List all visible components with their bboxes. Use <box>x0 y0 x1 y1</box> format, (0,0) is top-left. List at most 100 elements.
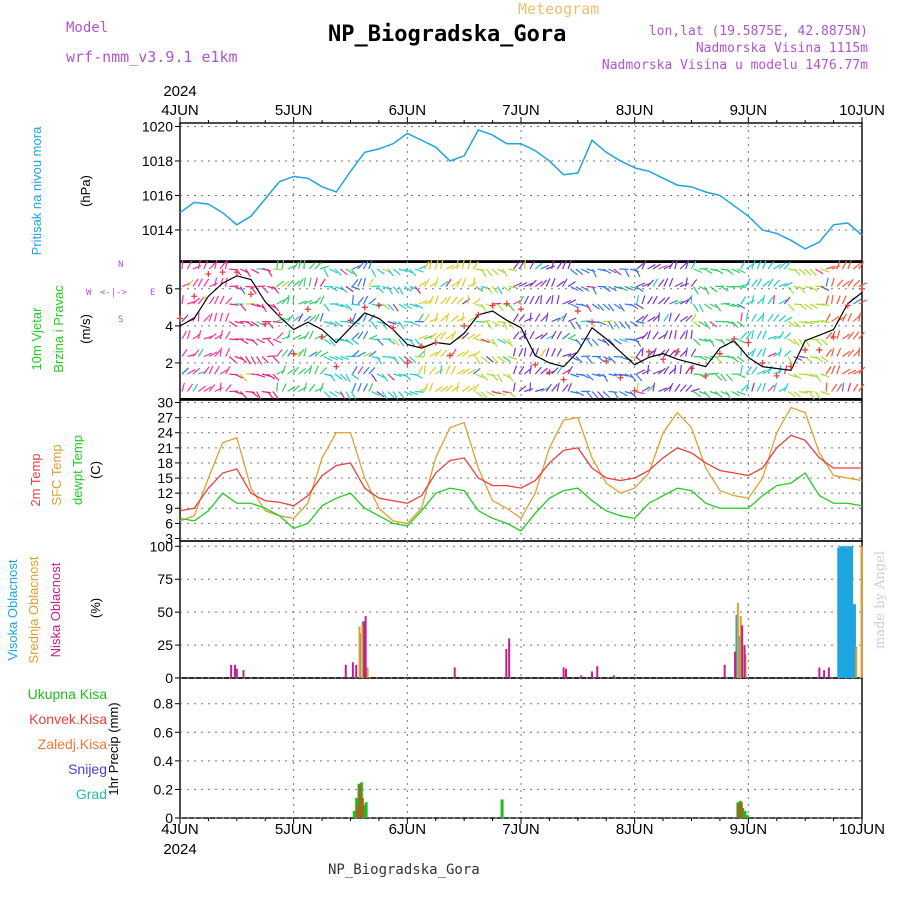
cloud-bar <box>823 670 826 678</box>
footer-station: NP_Biogradska_Gora <box>328 862 480 878</box>
wind-gust-point <box>731 335 738 342</box>
precip-bar <box>360 798 364 818</box>
y-tick-label: 30 <box>157 395 173 411</box>
y-tick-label: 1020 <box>142 118 173 134</box>
precip-bar <box>737 803 741 818</box>
model-elevation-label: Nadmorska Visina u modelu 1476.77m <box>601 58 868 73</box>
x-tick-top: 6JUN <box>389 102 427 119</box>
high-cloud-label: Visoka Oblacnost <box>5 559 20 661</box>
cloud-bar <box>734 651 737 678</box>
wind-gust-point <box>574 308 581 315</box>
cloud-bar <box>739 616 742 678</box>
pressure-label: Pritisak na nivou mora <box>29 126 44 256</box>
legend-snow: Snijeg <box>68 761 107 777</box>
cloud-bar <box>508 638 511 678</box>
y-tick-label: 0 <box>165 670 173 686</box>
cloud-bar <box>827 667 830 678</box>
elevation-label: Nadmorska Visina 1115m <box>695 41 868 56</box>
x-tick-top: 5JUN <box>275 102 313 119</box>
wind-gust-point <box>660 356 667 363</box>
legend-total-rain: Ukupna Kisa <box>27 686 107 702</box>
y-tick-label: 24 <box>157 425 173 441</box>
wind-gust-point <box>404 359 411 366</box>
wind-gust-point <box>361 304 368 311</box>
cloud-bar <box>242 670 245 678</box>
wind-gust-point <box>787 363 794 370</box>
wind-gust-point <box>347 317 354 324</box>
cloud-bar <box>351 662 354 678</box>
cloud-bar <box>842 546 847 678</box>
wind-gust-point <box>603 358 610 365</box>
wind-gust-point <box>688 365 695 372</box>
credit-label: made by Angel <box>873 551 888 649</box>
cloud-bar <box>233 664 236 678</box>
wind-gust-point <box>319 333 326 340</box>
lonlat-label: lon,lat (19.5875E, 42.8875N) <box>648 24 868 39</box>
y-tick-label: 0 <box>165 810 173 826</box>
cloud-bar <box>235 668 238 678</box>
cloud-bar <box>355 664 358 678</box>
wind-gust-point <box>503 300 510 307</box>
cloud-bar <box>612 675 615 678</box>
cloud-unit: (%) <box>88 597 103 619</box>
cloud-bar <box>855 646 858 678</box>
cloud-bar <box>851 604 856 678</box>
x-tick-bottom: 10JUN <box>839 821 885 838</box>
data-series <box>177 128 865 818</box>
temp2m-label: 2m Temp <box>28 453 43 507</box>
legend-frozen-rain: Zaledj.Kisa <box>37 736 107 752</box>
wind-gust-point <box>418 343 425 350</box>
wind-gust-point <box>716 350 723 357</box>
axis-ticks: 4JUN 4JUN 5JUN 5JUN 6JUN 6JUN 7JUN 7JUN 8JUN 8JUN… <box>142 83 885 858</box>
wind-gust-point <box>532 361 539 368</box>
x-tick-top: 8JUN <box>616 102 654 119</box>
precip-bar <box>358 785 362 818</box>
cloud-bar <box>358 626 361 678</box>
compass-n: N <box>118 260 124 270</box>
cloud-bar <box>580 675 583 678</box>
temp-unit: (C) <box>88 460 103 480</box>
y-tick-label: 50 <box>157 604 173 620</box>
dewpt-label: dewpt Temp <box>70 435 85 505</box>
precip-bar <box>352 810 356 818</box>
wind-gust-point <box>432 339 439 346</box>
wind-gust-point <box>446 352 453 359</box>
sfc-temp-label: SFC Temp <box>49 444 64 506</box>
x-tick-bottom: 9JUN <box>730 821 768 838</box>
cloud-bar <box>743 645 746 678</box>
x-tick-bottom: 5JUN <box>275 821 313 838</box>
cloud-bar <box>564 668 567 678</box>
cloud-bar <box>735 614 738 678</box>
wind-gust-point <box>489 302 496 309</box>
x-tick-bottom: 4JUN <box>161 821 199 838</box>
model-label: Model <box>66 20 109 36</box>
wind-gust-point <box>262 321 269 328</box>
y-tick-label: 25 <box>157 637 173 653</box>
wind-gust-point <box>844 302 851 309</box>
cloud-bar <box>860 546 863 678</box>
wind-speed-line <box>179 275 863 371</box>
y-tick-label: 1014 <box>142 222 173 238</box>
cloud-bar <box>837 547 842 678</box>
wind-gust-point <box>802 346 809 353</box>
low-cloud-label: Niska Oblacnost <box>48 562 63 658</box>
x-tick-top: 9JUN <box>730 102 768 119</box>
x-tick-top: 7JUN <box>502 102 540 119</box>
y-tick-label: 2 <box>165 355 173 371</box>
precip-bar <box>739 802 743 818</box>
x-tick-top: 4JUN <box>161 102 199 119</box>
y-tick-label: 21 <box>157 440 173 456</box>
y-tick-label: 0.6 <box>154 724 174 740</box>
wind-gust-point <box>248 291 255 298</box>
wind-label-1: 10m Vjetar <box>29 307 44 371</box>
cloud-bar <box>230 664 233 678</box>
wind-gust-point <box>461 322 468 329</box>
cloud-bar <box>818 667 821 678</box>
wind-gust-point <box>631 387 638 394</box>
compass-arrows: <-|-> <box>100 288 128 298</box>
wind-gust-point <box>177 315 183 322</box>
cloud-bar <box>562 667 565 678</box>
wind-label-2: Brzina i Pravac <box>51 285 66 373</box>
y-tick-label: 15 <box>157 470 173 486</box>
precip-bar <box>356 806 360 818</box>
